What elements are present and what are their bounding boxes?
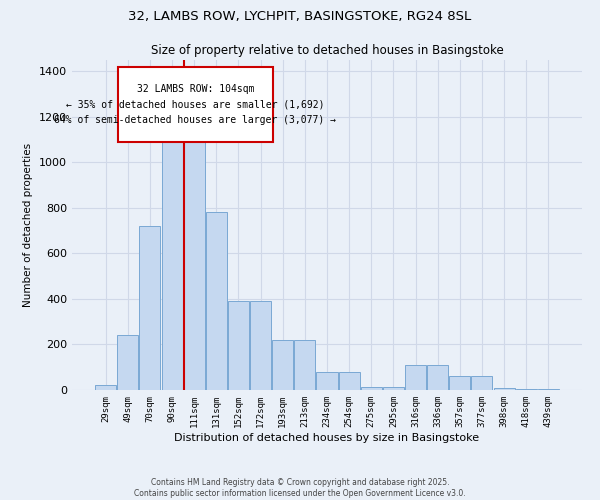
Text: 32 LAMBS ROW: 104sqm
← 35% of detached houses are smaller (1,692)
64% of semi-de: 32 LAMBS ROW: 104sqm ← 35% of detached h…: [55, 84, 337, 125]
Bar: [118, 336, 139, 390]
Bar: [206, 212, 227, 390]
Title: Size of property relative to detached houses in Basingstoke: Size of property relative to detached ho…: [151, 44, 503, 58]
Y-axis label: Number of detached properties: Number of detached properties: [23, 143, 34, 307]
Bar: [272, 340, 293, 390]
Bar: [161, 133, 182, 390]
Bar: [316, 372, 338, 390]
Bar: [139, 226, 160, 390]
Bar: [250, 301, 271, 390]
Bar: [361, 386, 382, 390]
Bar: [338, 372, 359, 390]
Text: Contains HM Land Registry data © Crown copyright and database right 2025.
Contai: Contains HM Land Registry data © Crown c…: [134, 478, 466, 498]
Bar: [472, 376, 493, 390]
Bar: [449, 376, 470, 390]
Bar: [228, 301, 249, 390]
Bar: [95, 386, 116, 390]
Bar: [184, 130, 205, 390]
Bar: [515, 389, 536, 390]
Bar: [295, 340, 316, 390]
Bar: [383, 386, 404, 390]
Bar: [427, 365, 448, 390]
FancyBboxPatch shape: [118, 67, 273, 142]
Bar: [538, 389, 559, 390]
Bar: [405, 365, 426, 390]
X-axis label: Distribution of detached houses by size in Basingstoke: Distribution of detached houses by size …: [175, 432, 479, 442]
Text: 32, LAMBS ROW, LYCHPIT, BASINGSTOKE, RG24 8SL: 32, LAMBS ROW, LYCHPIT, BASINGSTOKE, RG2…: [128, 10, 472, 23]
Bar: [494, 388, 515, 390]
